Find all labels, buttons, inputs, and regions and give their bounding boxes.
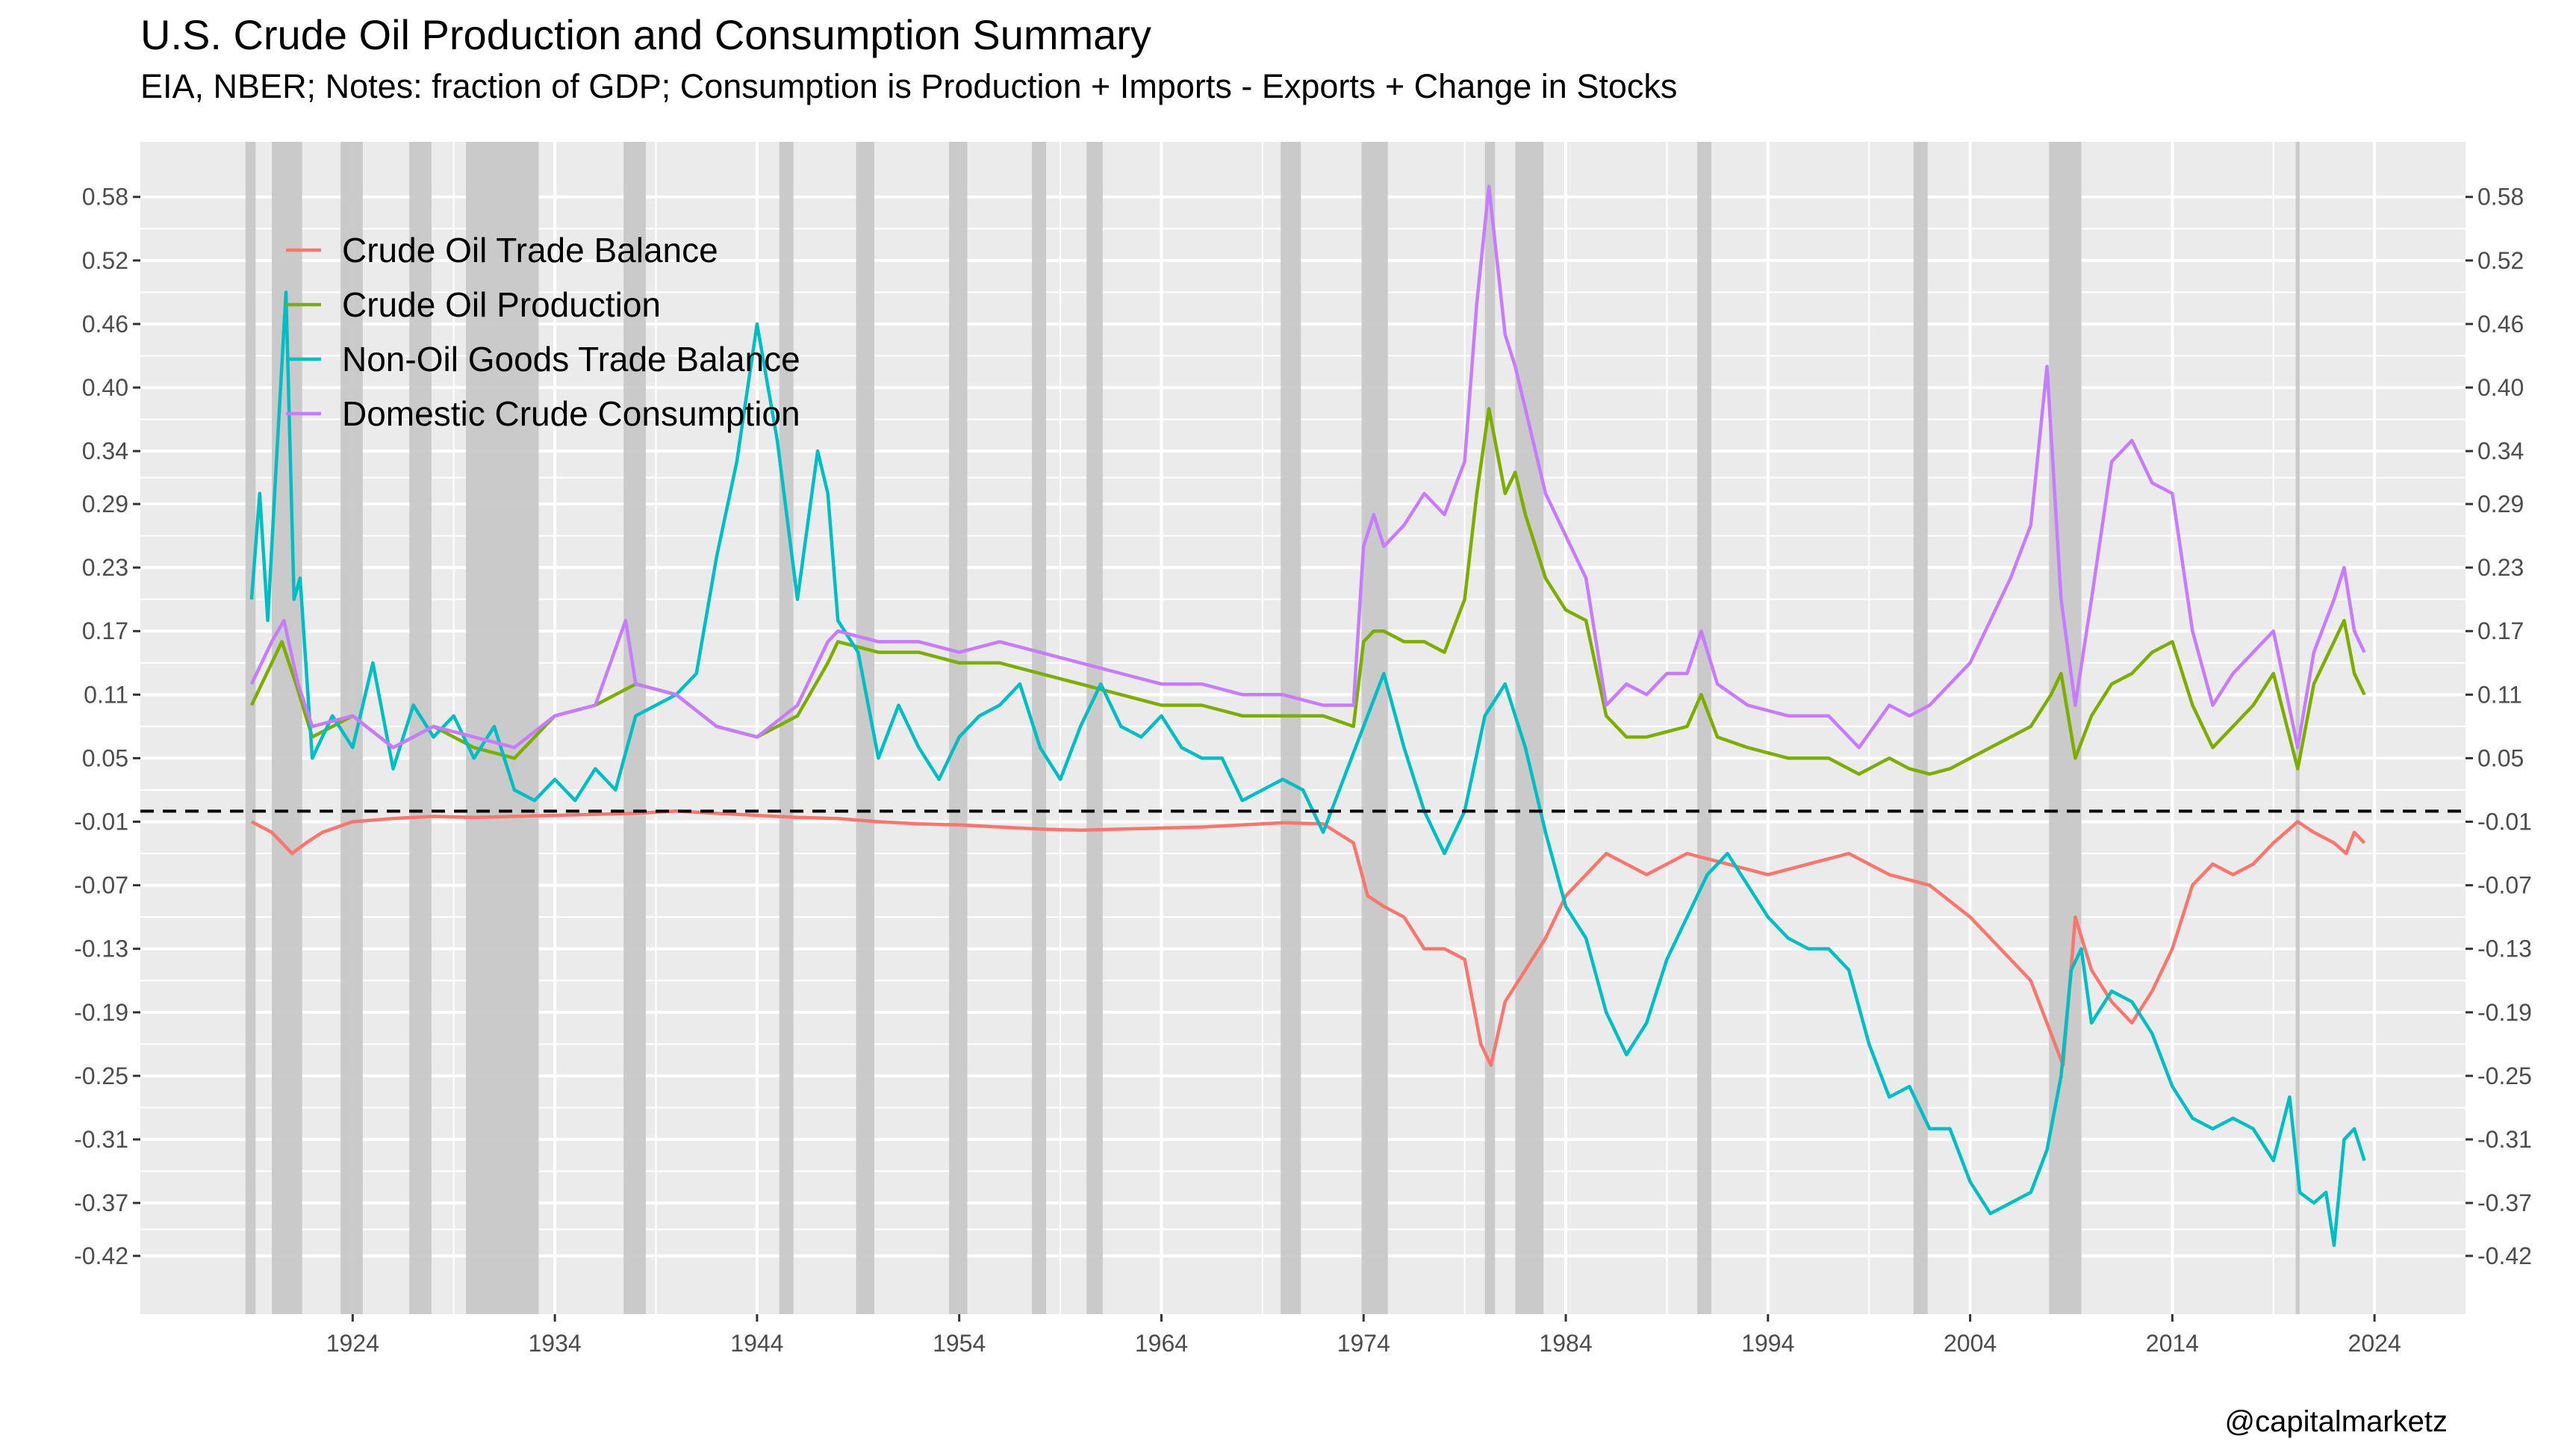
recession-shading bbox=[245, 142, 2300, 1314]
recession-band bbox=[1032, 142, 1047, 1314]
y-tick-label-right: 0.58 bbox=[2477, 184, 2524, 211]
y-tick-label-right: -0.42 bbox=[2477, 1242, 2532, 1269]
x-tick-label: 1954 bbox=[933, 1330, 986, 1357]
y-tick-label-left: 0.23 bbox=[82, 554, 128, 581]
y-tick-label-right: 0.17 bbox=[2477, 617, 2524, 644]
recession-band bbox=[1361, 142, 1388, 1314]
x-tick-label: 2024 bbox=[2348, 1330, 2401, 1357]
recession-band bbox=[1484, 142, 1496, 1314]
x-tick-label: 1934 bbox=[529, 1330, 582, 1357]
x-tick-label: 1994 bbox=[1741, 1330, 1794, 1357]
y-tick-label-right: 0.29 bbox=[2477, 491, 2524, 517]
y-tick-label-left: 0.58 bbox=[82, 184, 128, 211]
recession-band bbox=[779, 142, 794, 1314]
legend-label: Domestic Crude Consumption bbox=[342, 394, 800, 433]
y-tick-label-right: 0.05 bbox=[2477, 744, 2524, 771]
y-tick-label-right: 0.46 bbox=[2477, 311, 2524, 337]
y-tick-label-right: -0.37 bbox=[2477, 1189, 2532, 1216]
y-tick-label-left: -0.01 bbox=[74, 809, 128, 836]
x-tick-label: 1964 bbox=[1135, 1330, 1188, 1357]
y-tick-label-left: 0.05 bbox=[82, 744, 128, 771]
y-tick-label-left: 0.11 bbox=[84, 681, 128, 708]
y-tick-label-right: -0.07 bbox=[2477, 872, 2532, 899]
y-tick-label-right: 0.40 bbox=[2477, 374, 2524, 401]
y-tick-label-left: 0.17 bbox=[82, 617, 128, 644]
y-tick-label-right: 0.23 bbox=[2477, 554, 2524, 581]
legend-label: Non-Oil Goods Trade Balance bbox=[342, 340, 800, 379]
y-tick-label-right: -0.25 bbox=[2477, 1063, 2532, 1089]
chart-caption: @capitalmarketz bbox=[2224, 1405, 2448, 1438]
y-tick-label-left: -0.19 bbox=[74, 999, 128, 1026]
y-tick-label-left: 0.46 bbox=[82, 311, 128, 337]
y-tick-label-right: 0.34 bbox=[2477, 438, 2524, 464]
recession-band bbox=[245, 142, 256, 1314]
y-tick-label-right: -0.01 bbox=[2477, 809, 2532, 836]
legend: Crude Oil Trade Balance Crude Oil Product… bbox=[286, 231, 800, 433]
x-tick-label: 2004 bbox=[1944, 1330, 1997, 1357]
recession-band bbox=[1281, 142, 1301, 1314]
recession-band bbox=[1697, 142, 1711, 1314]
recession-band bbox=[623, 142, 646, 1314]
y-tick-label-left: 0.29 bbox=[82, 491, 128, 517]
y-tick-label-left: -0.37 bbox=[74, 1189, 128, 1216]
x-tick-label: 1924 bbox=[326, 1330, 379, 1357]
recession-band bbox=[340, 142, 363, 1314]
legend-label: Crude Oil Production bbox=[342, 285, 661, 324]
x-tick-label: 1944 bbox=[730, 1330, 783, 1357]
recession-band bbox=[1913, 142, 1928, 1314]
chart-title: U.S. Crude Oil Production and Consumptio… bbox=[140, 11, 1151, 58]
x-tick-label: 1984 bbox=[1539, 1330, 1592, 1357]
legend-label: Crude Oil Trade Balance bbox=[342, 231, 718, 270]
y-tick-label-right: -0.31 bbox=[2477, 1126, 2532, 1153]
y-tick-label-left: -0.13 bbox=[74, 936, 128, 962]
x-tick-label: 1974 bbox=[1337, 1330, 1390, 1357]
chart-subtitle: EIA, NBER; Notes: fraction of GDP; Consu… bbox=[140, 67, 1678, 105]
y-tick-label-left: -0.31 bbox=[74, 1126, 128, 1153]
series-line-domestic-crude-consumption bbox=[249, 184, 2366, 750]
recession-band bbox=[1086, 142, 1103, 1314]
recession-band bbox=[2295, 142, 2300, 1314]
y-tick-label-left: -0.42 bbox=[74, 1242, 128, 1269]
y-tick-label-left: -0.25 bbox=[74, 1063, 128, 1089]
recession-band bbox=[949, 142, 968, 1314]
y-tick-label-left: 0.34 bbox=[82, 438, 128, 464]
recession-band bbox=[2049, 142, 2082, 1314]
recession-band bbox=[465, 142, 539, 1314]
x-tick-label: 2014 bbox=[2146, 1330, 2199, 1357]
axes: 1924 1934 1944 1954 1964 1974 1984 1994 2004 2014… bbox=[74, 184, 2532, 1357]
y-tick-label-left: -0.07 bbox=[74, 872, 128, 899]
y-tick-label-right: 0.11 bbox=[2477, 681, 2522, 708]
y-tick-label-right: -0.13 bbox=[2477, 936, 2532, 962]
y-tick-label-left: 0.52 bbox=[82, 247, 128, 274]
y-tick-label-left: 0.40 bbox=[82, 374, 128, 401]
y-tick-label-right: 0.52 bbox=[2477, 247, 2524, 274]
y-tick-label-right: -0.19 bbox=[2477, 999, 2532, 1026]
